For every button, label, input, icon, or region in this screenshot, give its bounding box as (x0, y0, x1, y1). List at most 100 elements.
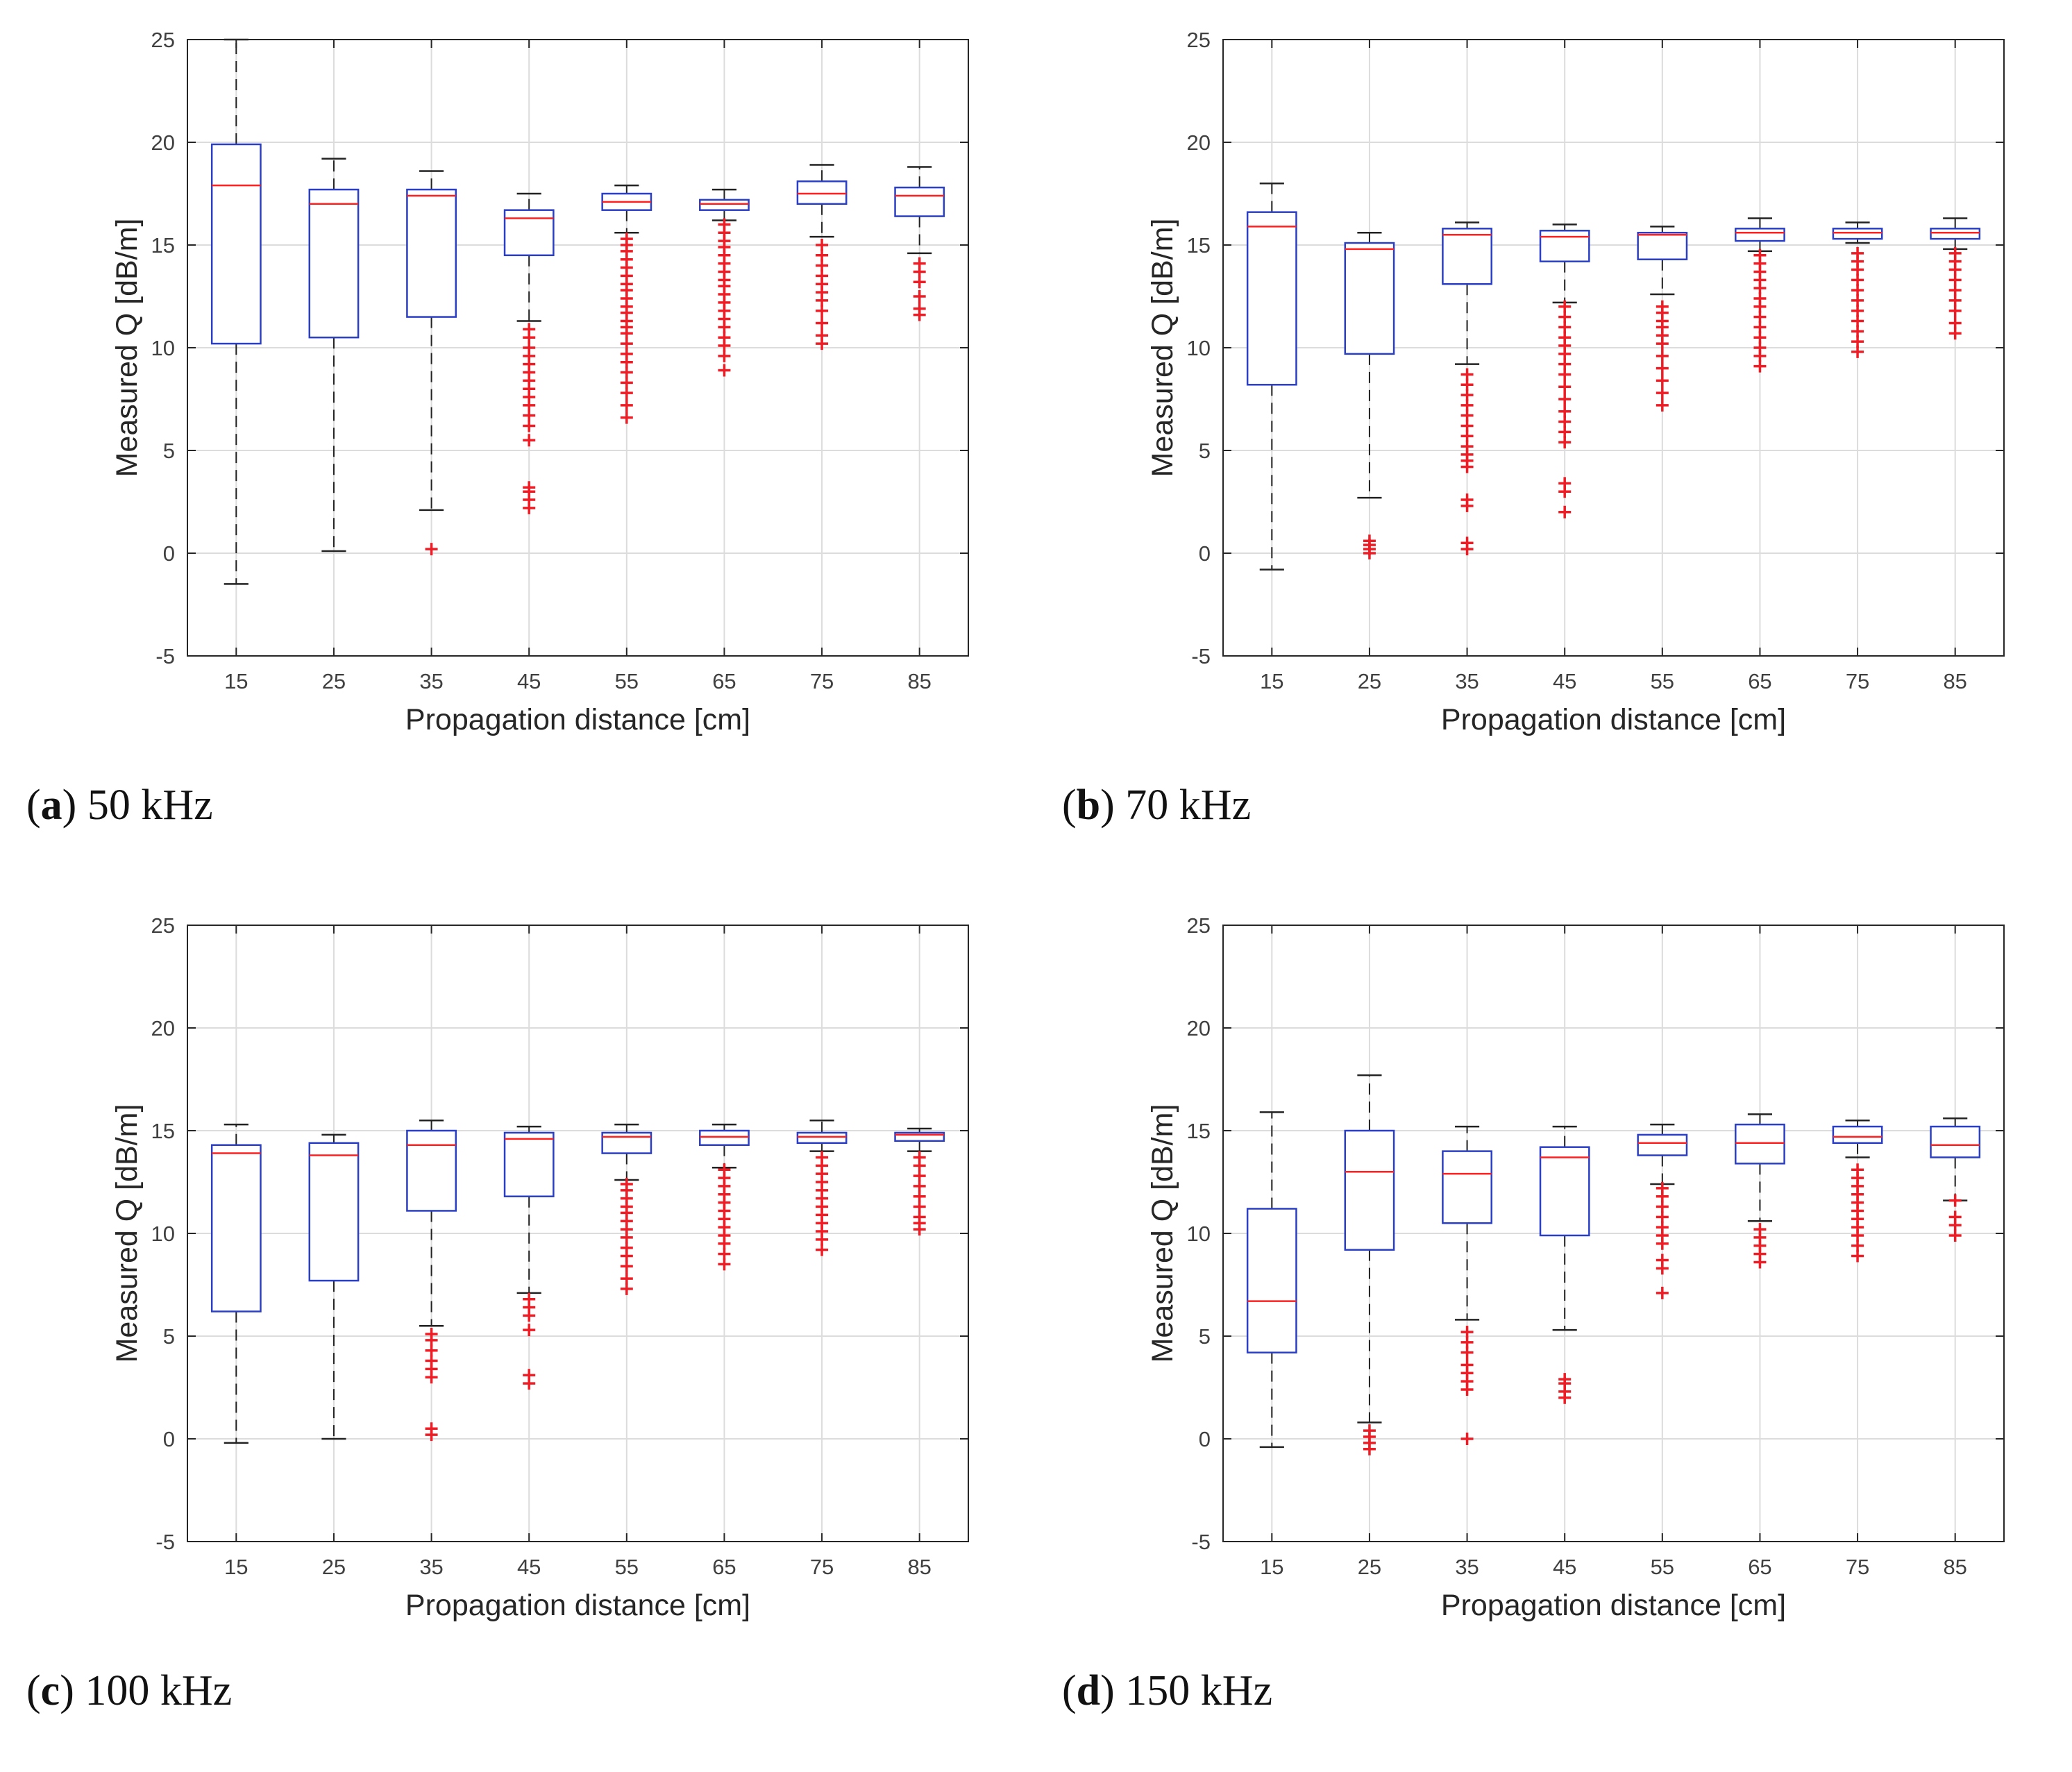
outlier-marker (1558, 1373, 1572, 1386)
x-tick-label: 35 (419, 669, 443, 693)
box-group (1442, 221, 1492, 556)
y-tick-label: 15 (151, 233, 175, 258)
caption-text: 100 kHz (85, 1667, 233, 1714)
outlier-marker (523, 323, 536, 336)
iqr-box (601, 1131, 652, 1154)
box-group (1442, 1125, 1492, 1445)
x-tick-label: 55 (1651, 1555, 1674, 1579)
box-group (796, 1119, 848, 1256)
x-tick-label: 35 (1455, 1555, 1479, 1579)
y-tick-label: 20 (1187, 1016, 1211, 1040)
box-group (894, 166, 945, 321)
box-group (1930, 217, 1981, 340)
y-tick-label: 5 (163, 439, 175, 463)
x-tick-label: 85 (1943, 669, 1966, 693)
x-tick-label: 85 (907, 669, 931, 693)
caption-text: 50 kHz (87, 782, 213, 829)
box-group (210, 38, 262, 585)
chart-d: -5 0 5 10 15 20 25 15 25 35 45 55 65 75 85 Propagation … (1146, 913, 2005, 1622)
x-tick-label: 35 (419, 1555, 443, 1579)
y-tick-label: -5 (1191, 1530, 1211, 1554)
box-group (308, 1133, 360, 1440)
x-tick-label: 45 (517, 669, 541, 693)
x-tick-label: 75 (1846, 1555, 1869, 1579)
iqr-box (1539, 1146, 1590, 1237)
x-tick-label: 45 (1553, 1555, 1576, 1579)
panel-a: -5 0 5 10 15 20 25 15 25 35 45 55 65 75 85 Propagation … (0, 0, 1036, 886)
y-axis-label: Measured Q [dB/m] (110, 219, 144, 478)
outlier-marker (523, 1324, 536, 1337)
iqr-box (699, 199, 750, 211)
outlier-marker (620, 1177, 633, 1190)
x-tick-label: 15 (1260, 1555, 1283, 1579)
box-group (894, 1127, 945, 1236)
y-tick-label: 15 (151, 1119, 175, 1143)
iqr-box (1832, 1125, 1883, 1145)
y-axis-label: Measured Q [dB/m] (1146, 219, 1179, 478)
outlier-marker (1363, 534, 1376, 548)
outlier-marker (1460, 1433, 1474, 1445)
outlier-marker (1656, 374, 1669, 387)
outlier-marker (1460, 368, 1474, 381)
x-tick-label: 25 (1358, 669, 1381, 693)
outlier-marker (523, 1292, 536, 1306)
iqr-box (210, 1144, 262, 1313)
outlier-marker (816, 329, 829, 342)
iqr-box (894, 1131, 945, 1142)
x-tick-label: 25 (322, 669, 346, 693)
outlier-marker (1753, 1223, 1767, 1236)
x-tick-label: 55 (615, 1555, 639, 1579)
outlier-marker (1948, 1194, 1962, 1207)
outlier-marker (1656, 362, 1669, 375)
x-axis-label: Propagation distance [cm] (1441, 1589, 1786, 1622)
outlier-marker (816, 317, 829, 330)
x-tick-label: 65 (1748, 1555, 1771, 1579)
caption-letter: a (40, 782, 62, 829)
y-tick-label: 0 (163, 1427, 175, 1451)
outlier-marker (1363, 1424, 1376, 1437)
outlier-marker (1558, 393, 1572, 405)
iqr-box (796, 1131, 848, 1145)
box-group (699, 1123, 750, 1271)
panel-b: -5 0 5 10 15 20 25 15 25 35 45 55 65 75 85 Propagation … (1036, 0, 2071, 886)
y-tick-label: 25 (1187, 913, 1211, 938)
outlier-marker (913, 257, 926, 270)
iqr-box (796, 180, 848, 205)
x-tick-label: 75 (810, 669, 834, 693)
outlier-marker (1558, 505, 1572, 518)
outlier-marker (913, 302, 926, 315)
y-tick-label: 20 (1187, 130, 1211, 155)
caption-letter: c (40, 1667, 60, 1714)
y-tick-label: 10 (1187, 336, 1211, 360)
outlier-marker (1656, 387, 1669, 400)
caption-text: 70 kHz (1125, 782, 1252, 829)
box-group (1539, 1125, 1590, 1404)
iqr-box (1735, 1123, 1785, 1165)
box-group (406, 170, 457, 556)
box-group (308, 158, 360, 552)
y-tick-label: 20 (151, 130, 175, 155)
outlier-marker (1558, 380, 1572, 394)
y-tick-label: 5 (1199, 1324, 1211, 1349)
outlier-marker (1948, 1210, 1962, 1224)
box-group (1637, 1123, 1688, 1299)
iqr-box (1735, 228, 1785, 242)
chart-a: -5 0 5 10 15 20 25 15 25 35 45 55 65 75 85 Propagation … (110, 28, 969, 736)
outlier-marker (1656, 1254, 1669, 1267)
box-group (1246, 1111, 1297, 1449)
box-group (1832, 221, 1883, 358)
x-tick-label: 45 (1553, 669, 1576, 693)
y-tick-label: 5 (163, 1324, 175, 1349)
x-tick-label: 85 (1943, 1555, 1966, 1579)
x-tick-label: 85 (907, 1555, 931, 1579)
y-tick-label: 25 (1187, 28, 1211, 52)
x-axis-label: Propagation distance [cm] (1441, 703, 1786, 736)
outlier-marker (1753, 248, 1767, 262)
box-group (1344, 231, 1395, 559)
y-tick-label: 25 (151, 913, 175, 938)
outlier-marker (425, 1328, 438, 1341)
iqr-box (1442, 1150, 1492, 1224)
caption-d: (d) 150 kHz (1062, 1667, 1273, 1714)
outlier-marker (816, 239, 829, 251)
outlier-marker (913, 290, 926, 303)
